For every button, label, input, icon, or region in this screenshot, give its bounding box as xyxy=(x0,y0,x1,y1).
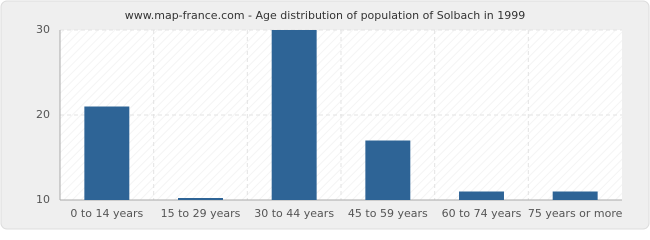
chart-title: www.map-france.com - Age distribution of… xyxy=(125,9,525,22)
x-tick-label: 75 years or more xyxy=(528,207,623,220)
page: www.map-france.com - Age distribution of… xyxy=(0,0,650,230)
bar xyxy=(365,140,411,200)
x-tick-label: 30 to 44 years xyxy=(254,207,334,220)
y-tick-label: 20 xyxy=(36,108,50,121)
x-tick-label: 45 to 59 years xyxy=(348,207,428,220)
x-tick-label: 60 to 74 years xyxy=(442,207,522,220)
bar xyxy=(459,191,504,200)
y-tick-label: 30 xyxy=(36,23,50,36)
x-tick-label: 15 to 29 years xyxy=(161,207,241,220)
chart: www.map-france.com - Age distribution of… xyxy=(0,0,650,230)
x-tick-label: 0 to 14 years xyxy=(70,207,143,220)
y-tick-label: 10 xyxy=(36,193,50,206)
bar xyxy=(84,106,130,200)
bar xyxy=(178,198,223,200)
bar xyxy=(271,30,317,200)
bar xyxy=(552,191,598,200)
